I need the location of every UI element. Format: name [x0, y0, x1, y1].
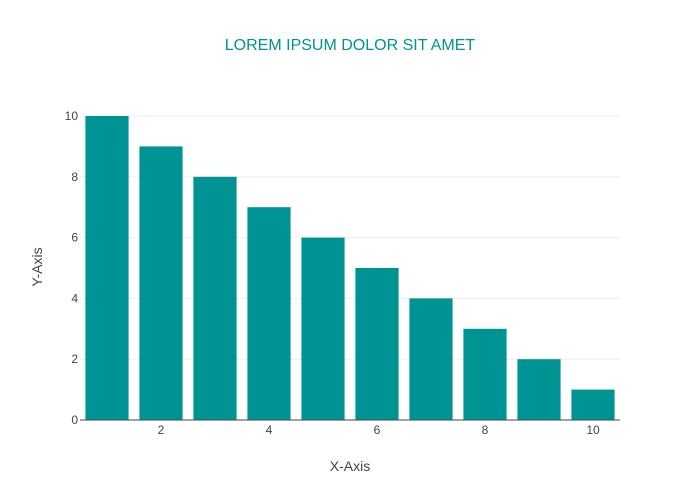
bar: [409, 298, 453, 420]
x-tick-label: 2: [158, 423, 165, 437]
x-axis-title: X-Axis: [330, 458, 370, 474]
y-tick-label: 0: [71, 413, 78, 427]
chart-title: LOREM IPSUM DOLOR SIT AMET: [225, 37, 476, 54]
x-tick-label: 8: [482, 423, 489, 437]
bar: [85, 116, 129, 420]
bar: [193, 176, 237, 420]
y-tick-label: 10: [65, 109, 79, 123]
y-axis-title: Y-Axis: [29, 247, 45, 286]
y-tick-label: 4: [71, 291, 78, 305]
bar: [463, 328, 507, 420]
bars: [85, 116, 615, 420]
bar: [517, 359, 561, 420]
x-tick-label: 4: [266, 423, 273, 437]
bar: [355, 268, 399, 420]
y-tick-label: 6: [71, 231, 78, 245]
y-tick-label: 8: [71, 170, 78, 184]
bar: [571, 389, 615, 420]
y-tick-label: 2: [71, 352, 78, 366]
y-tick-labels: 0 2 4 6 8 10: [65, 109, 79, 427]
x-tick-label: 10: [586, 423, 600, 437]
bar: [301, 237, 345, 420]
x-tick-labels: 2 4 6 8 10: [158, 423, 600, 437]
bar: [247, 207, 291, 420]
x-tick-label: 6: [374, 423, 381, 437]
bar: [139, 146, 183, 420]
